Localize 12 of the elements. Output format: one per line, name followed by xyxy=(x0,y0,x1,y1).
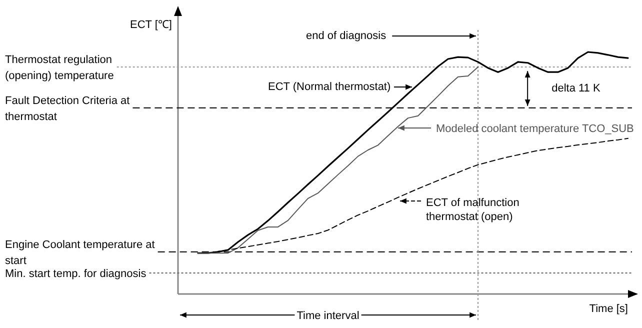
ref-line-label: Engine Coolant temperature at start xyxy=(5,238,155,267)
text: Time interval xyxy=(296,310,360,322)
ref-line-label: Fault Detection Criteria at thermostat xyxy=(5,94,130,123)
text: end of diagnosis xyxy=(306,30,387,42)
annotation: delta 11 K xyxy=(552,82,601,94)
legend-label: ECT of malfunction thermostat (open) xyxy=(426,197,520,223)
ref-line-label: Thermostat regulation (opening) temperature xyxy=(5,54,114,82)
legend-label: Modeled coolant temperature TCO_SUB xyxy=(436,123,634,135)
y-axis-title: ECT [℃] xyxy=(130,19,172,31)
ref-line-label: Min. start temp. for diagnosis xyxy=(5,268,147,280)
x-axis-title: Time [s] xyxy=(589,303,628,315)
series-label: ECT (Normal thermostat) xyxy=(268,81,391,93)
